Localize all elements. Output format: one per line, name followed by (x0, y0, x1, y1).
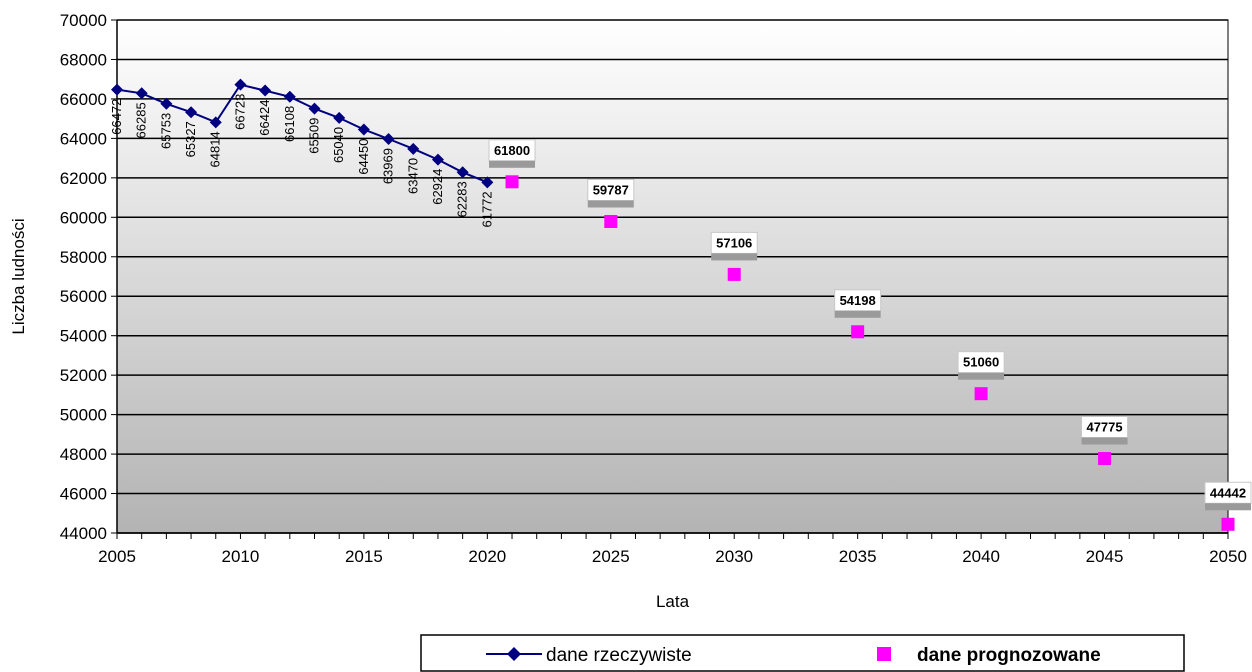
data-label-shadow (489, 160, 536, 168)
series-layer (111, 78, 1235, 531)
data-point-forecast (505, 175, 519, 189)
data-label-actual: 66424 (257, 100, 272, 136)
data-point-actual (357, 123, 370, 136)
data-point-forecast (974, 387, 988, 401)
y-tick-label: 52000 (60, 366, 107, 385)
data-label-actual: 66285 (134, 102, 149, 138)
y-tick-label: 64000 (60, 129, 107, 148)
legend-square-icon (877, 647, 891, 661)
y-tick-label: 68000 (60, 50, 107, 69)
data-point-forecast (1098, 452, 1112, 466)
data-label-actual: 66472 (109, 99, 124, 135)
data-point-actual (308, 102, 321, 115)
y-tick-label: 56000 (60, 287, 107, 306)
y-tick-label: 50000 (60, 406, 107, 425)
data-label-actual: 65509 (307, 118, 322, 154)
data-point-actual (456, 166, 469, 179)
data-point-actual (209, 116, 222, 129)
data-label-shadow (587, 200, 634, 208)
data-label-forecast: 44442 (1210, 485, 1246, 500)
x-tick-label: 2010 (222, 547, 260, 566)
y-tick-label: 66000 (60, 90, 107, 109)
data-label-actual: 64814 (208, 131, 223, 167)
x-tick-label: 2035 (839, 547, 877, 566)
data-label-forecast: 61800 (494, 143, 530, 158)
data-label-actual: 61772 (479, 191, 494, 227)
data-point-actual (431, 153, 444, 166)
data-point-actual (333, 111, 346, 124)
data-point-actual (407, 142, 420, 155)
data-label-shadow (834, 310, 881, 318)
data-point-forecast (604, 215, 618, 229)
legend-label-actual: dane rzeczywiste (546, 645, 692, 666)
data-label-forecast: 54198 (840, 293, 876, 308)
data-label-shadow (711, 253, 758, 261)
y-tick-label: 48000 (60, 445, 107, 464)
y-tick-label: 58000 (60, 248, 107, 267)
data-point-forecast (1221, 517, 1235, 531)
legend-box (420, 634, 1185, 672)
data-label-actual: 65040 (331, 127, 346, 163)
data-label-actual: 64450 (356, 139, 371, 175)
data-label-actual: 62924 (430, 169, 445, 205)
data-label-forecast: 57106 (716, 235, 752, 250)
data-labels: 66472 66285 65753 65327 64814 66723 66424 66108… (109, 94, 1252, 511)
data-point-actual (382, 132, 395, 145)
axes: 44000 46000 48000 50000 52000 54000 56000 58000… (60, 11, 1247, 566)
data-label-actual: 66723 (232, 94, 247, 130)
data-point-actual (111, 83, 123, 96)
y-axis-title: Liczba ludności (9, 218, 28, 334)
data-label-forecast: 51060 (963, 355, 999, 370)
data-point-actual (234, 78, 247, 91)
y-tick-label: 54000 (60, 327, 107, 346)
x-tick-label: 2015 (345, 547, 383, 566)
data-point-actual (283, 90, 296, 103)
data-label-forecast: 59787 (593, 183, 629, 198)
data-label-shadow (1205, 503, 1251, 511)
data-point-actual (481, 176, 494, 189)
y-tick-label: 46000 (60, 485, 107, 504)
y-tick-label: 60000 (60, 208, 107, 227)
x-tick-label: 2020 (468, 547, 506, 566)
x-tick-label: 2040 (962, 547, 1000, 566)
data-point-actual (185, 106, 198, 119)
data-point-actual (259, 84, 272, 97)
y-tick-label: 62000 (60, 169, 107, 188)
x-tick-label: 2025 (592, 547, 630, 566)
data-label-forecast: 47775 (1086, 420, 1122, 435)
x-tick-label: 2030 (715, 547, 753, 566)
legend-label-forecast: dane prognozowane (917, 645, 1101, 666)
data-label-actual: 66108 (282, 106, 297, 142)
gridlines (117, 19, 1228, 534)
data-label-shadow (1081, 437, 1128, 445)
data-label-actual: 65327 (183, 121, 198, 157)
series-line-actual (116, 83, 488, 184)
data-point-actual (135, 87, 148, 100)
data-point-actual (160, 97, 173, 110)
x-tick-label: 2045 (1086, 547, 1124, 566)
x-axis-title: Lata (656, 592, 690, 611)
data-point-forecast (851, 325, 865, 339)
data-label-actual: 65753 (158, 113, 173, 149)
x-tick-label: 2050 (1209, 547, 1247, 566)
plot-area (116, 19, 1229, 534)
data-label-shadow (958, 372, 1005, 380)
legend: dane rzeczywiste dane prognozowane (420, 634, 1185, 672)
data-label-actual: 62283 (455, 181, 470, 217)
y-tick-label: 44000 (60, 524, 107, 543)
y-tick-label: 70000 (60, 11, 107, 30)
data-label-actual: 63470 (405, 158, 420, 194)
legend-diamond-icon (507, 647, 521, 661)
data-label-actual: 63969 (381, 148, 396, 184)
x-tick-label: 2005 (98, 547, 136, 566)
data-point-forecast (727, 267, 741, 281)
